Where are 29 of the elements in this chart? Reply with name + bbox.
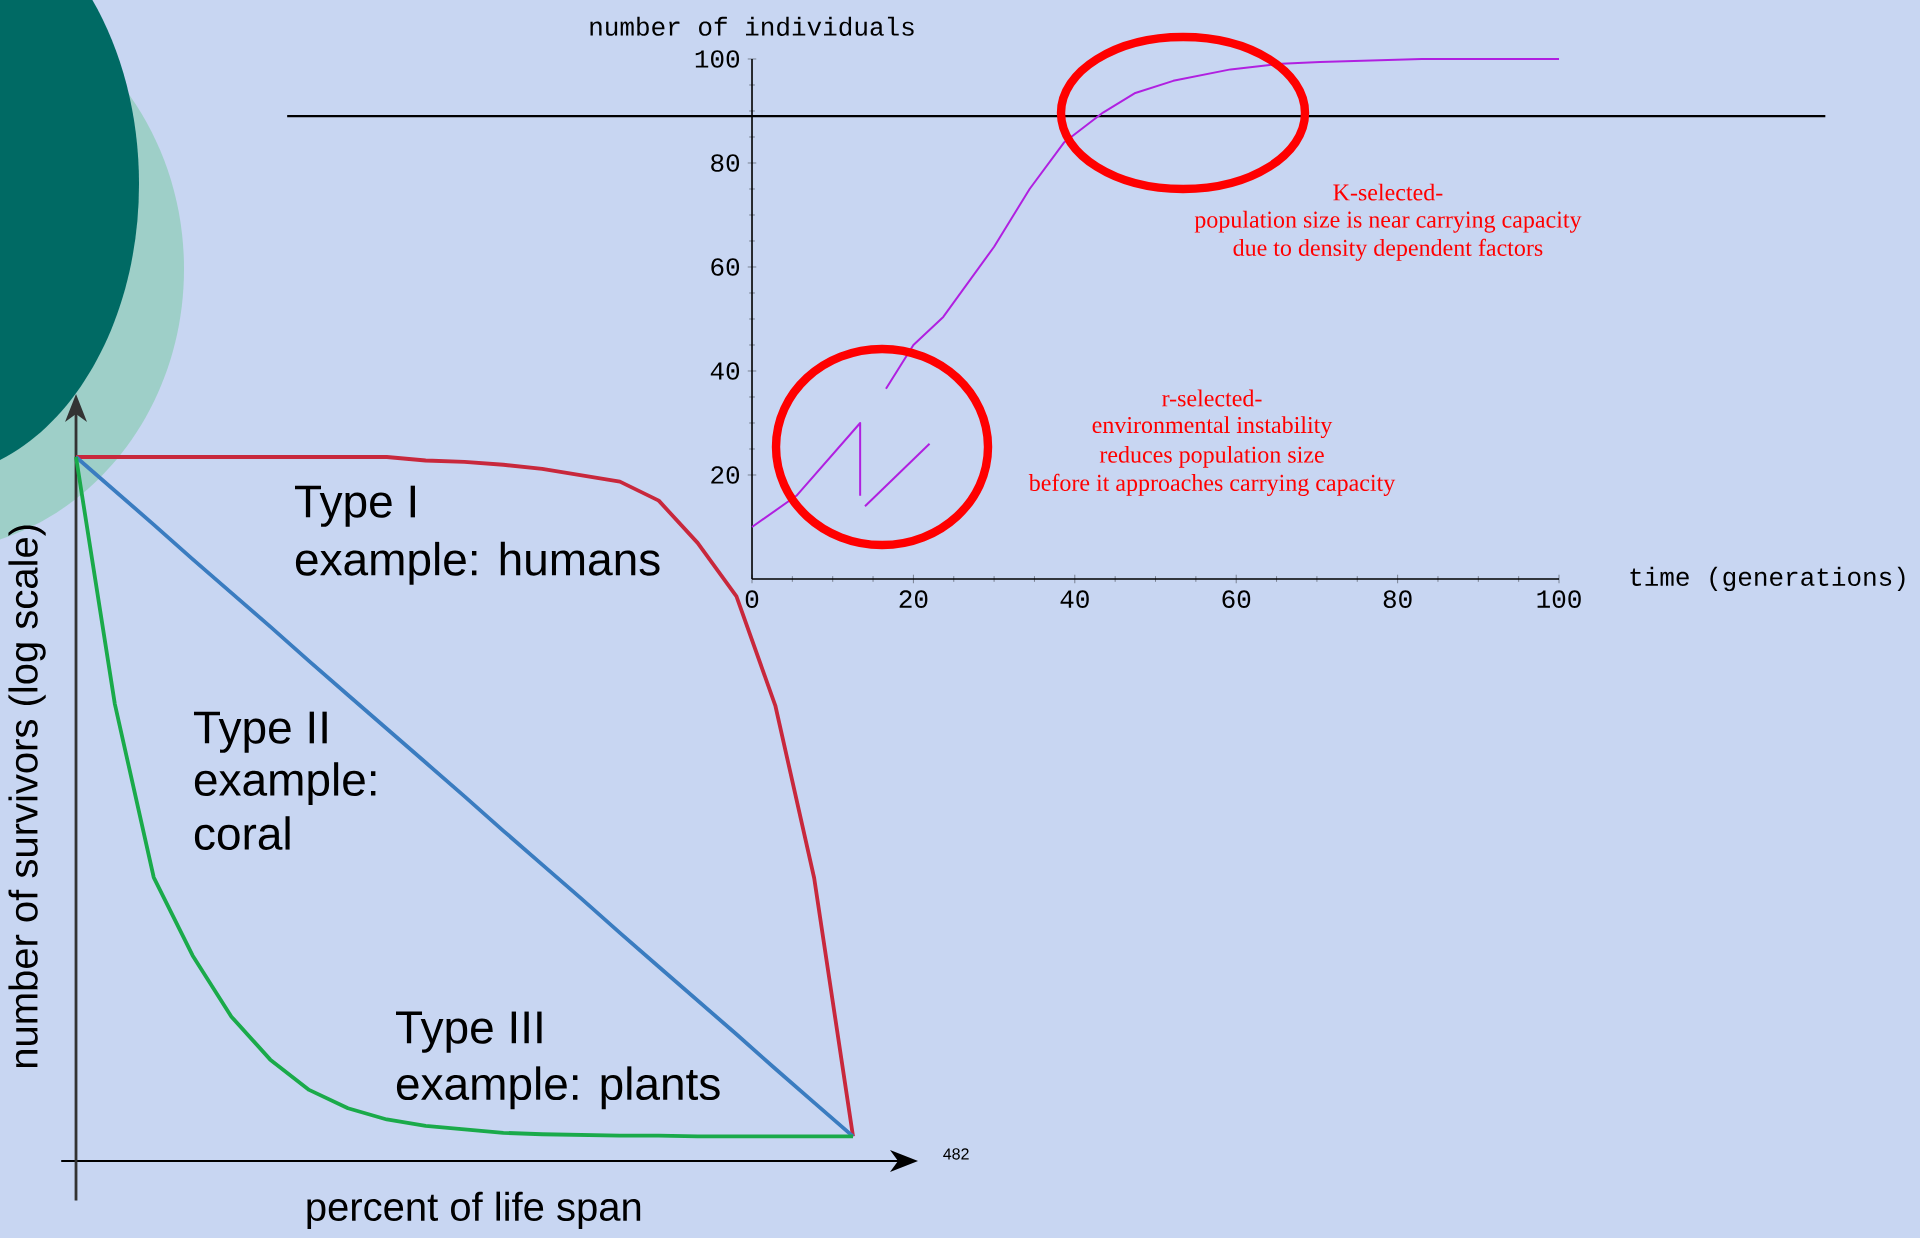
annotation: r-selected-	[1162, 389, 1262, 407]
text: 482	[943, 1148, 969, 1160]
x-tick-label: 100	[1537, 590, 1581, 608]
series-label: Type II	[193, 711, 327, 753]
x-axis-title: time (generations)	[1630, 566, 1905, 592]
annotation: reduces population size	[1099, 445, 1324, 468]
y-tick-label: 40	[710, 362, 740, 380]
y-tick-label: 20	[711, 466, 740, 484]
y-tick-label: 60	[711, 258, 740, 276]
y-tick-label: 80	[711, 154, 740, 172]
y-tick-label: 100	[695, 50, 740, 68]
series-label: Type I	[295, 485, 415, 527]
x-tick-label: 20	[899, 590, 928, 608]
annotation: environmental instability	[1092, 416, 1333, 439]
annotation: due to density dependent factors	[1233, 238, 1543, 261]
x-tick-label: 40	[1060, 590, 1089, 608]
annotation: before it approaches carrying capacity	[1028, 473, 1396, 496]
annotation: example: coral	[194, 762, 376, 850]
x-tick-label: 60	[1222, 590, 1251, 608]
x-tick-label: 0	[745, 590, 759, 608]
series-label: Type III	[396, 1011, 542, 1053]
x-tick-label: 80	[1383, 590, 1412, 608]
annotation: population size is near carrying capacity	[1194, 210, 1582, 233]
annotation: example: humans	[295, 541, 660, 585]
annotation: K-selected-	[1333, 183, 1443, 201]
annotation: example: plants	[396, 1066, 720, 1110]
y-axis-title: number of survivors (log scale)	[8, 525, 46, 1068]
y-axis-title: number of individuals	[590, 16, 914, 36]
x-axis-title: percent of life span	[307, 1191, 641, 1229]
